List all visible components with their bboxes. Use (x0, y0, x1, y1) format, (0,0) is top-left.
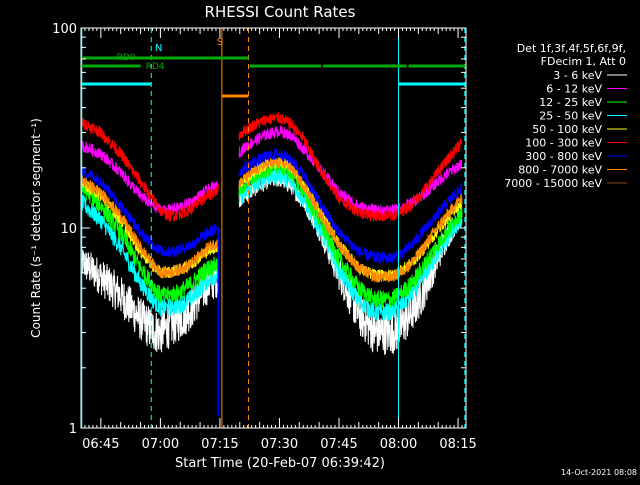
footer-timestamp: 14-Oct-2021 08:08 (561, 468, 637, 477)
y-tick-label: 10 (60, 222, 77, 237)
rd4-label: RD4 (146, 62, 165, 72)
series-line-300-800-kev-part-2 (238, 148, 463, 264)
legend-header-line-2: FDecim 1, Att 0 (541, 55, 626, 68)
legend-entry-label: 100 - 300 keV (525, 137, 602, 150)
x-tick-label: 07:45 (320, 437, 357, 452)
legend-entry-label: 25 - 50 keV (539, 110, 602, 123)
x-tick-label: 08:15 (439, 437, 476, 452)
x-tick-label: 07:00 (142, 437, 179, 452)
night-marker-label: N (155, 43, 162, 54)
x-tick-label: 07:15 (201, 437, 238, 452)
legend: Det 1f,3f,4f,5f,6f,9f,FDecim 1, Att 03 -… (504, 42, 627, 190)
y-tick-label: 1 (69, 422, 77, 437)
series-line-3-6-kev-part-1 (81, 245, 219, 353)
series-line-800-7000-kev-part-1 (81, 174, 219, 279)
series-line-100-300-kev-part-2 (238, 112, 463, 222)
y-tick-label: 100 (52, 22, 77, 37)
x-tick-label: 07:30 (261, 437, 298, 452)
saa-marker-label: S (217, 37, 223, 48)
legend-entry-label: 7000 - 15000 keV (504, 177, 602, 190)
y-axis-label: Count Rate (s⁻¹ detector segment⁻¹) (29, 118, 43, 338)
y-axis-ticks: 1 10 100 (52, 22, 466, 437)
legend-entry-label: 3 - 6 keV (553, 69, 602, 82)
series-layer (81, 112, 463, 416)
legend-header-line-1: Det 1f,3f,4f,5f,6f,9f, (517, 42, 626, 55)
series-line-800-7000-kev-part-2 (238, 155, 463, 283)
legend-entry-label: 6 - 12 keV (546, 83, 602, 96)
x-tick-label: 06:45 (82, 437, 119, 452)
x-axis-label: Start Time (20-Feb-07 06:39:42) (175, 456, 385, 471)
x-tick-label: 08:00 (380, 437, 417, 452)
chart-title: RHESSI Count Rates (205, 3, 356, 21)
series-line-25-50-kev-part-2 (238, 165, 463, 322)
rd0-label: RD0 (117, 53, 136, 63)
legend-entry-label: 800 - 7000 keV (518, 164, 602, 177)
series-line-12-25-kev-part-1 (81, 182, 219, 303)
legend-entry-label: 12 - 25 keV (539, 96, 602, 109)
legend-entry-label: 300 - 800 keV (525, 150, 602, 163)
series-line-100-300-kev-part-1 (81, 117, 219, 222)
x-axis-ticks: 06:45 07:00 07:15 07:30 07:45 08:00 08:15 (80, 28, 477, 452)
legend-entry-label: 50 - 100 keV (532, 123, 602, 136)
series-line-300-800-kev-part-1 (81, 165, 219, 259)
